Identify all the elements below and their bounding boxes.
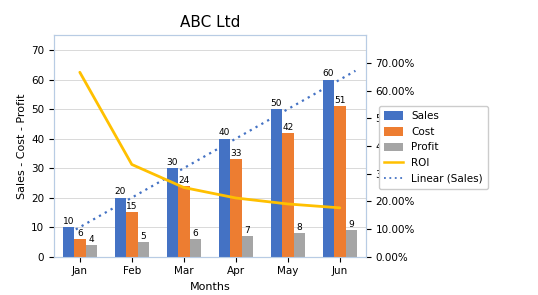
Title: ABC Ltd: ABC Ltd xyxy=(180,15,240,30)
Bar xyxy=(323,80,334,257)
Text: 42: 42 xyxy=(282,122,293,132)
Bar xyxy=(86,245,97,257)
Bar xyxy=(282,133,294,257)
X-axis label: Months: Months xyxy=(189,282,230,292)
Bar xyxy=(345,230,357,257)
Bar xyxy=(230,159,242,257)
Text: 7: 7 xyxy=(244,226,250,235)
Bar xyxy=(242,236,253,257)
Bar xyxy=(294,233,305,257)
Text: 20: 20 xyxy=(115,187,126,196)
Text: 30: 30 xyxy=(167,158,178,167)
Bar xyxy=(74,239,86,257)
Text: 50: 50 xyxy=(271,99,282,108)
Text: 10: 10 xyxy=(62,217,74,226)
Bar xyxy=(334,106,345,257)
Text: 4: 4 xyxy=(88,235,94,244)
Y-axis label: ROI: ROI xyxy=(419,136,429,156)
Bar xyxy=(271,109,282,257)
Bar xyxy=(126,212,138,257)
Text: 6: 6 xyxy=(193,229,198,238)
Bar xyxy=(189,239,201,257)
ROI xyxy=(285,202,291,206)
ROI xyxy=(232,196,239,200)
ROI xyxy=(181,186,187,189)
Line: ROI: ROI xyxy=(80,72,340,208)
Text: 40: 40 xyxy=(218,128,230,137)
Text: 8: 8 xyxy=(296,223,302,232)
Text: 15: 15 xyxy=(126,202,138,211)
ROI xyxy=(129,163,135,166)
Y-axis label: Sales - Cost - Profit: Sales - Cost - Profit xyxy=(17,93,27,199)
Bar xyxy=(218,139,230,257)
Bar xyxy=(178,186,189,257)
Bar xyxy=(62,227,74,257)
Text: 51: 51 xyxy=(334,96,345,105)
Bar xyxy=(115,198,126,257)
Text: 6: 6 xyxy=(77,229,83,238)
Text: 9: 9 xyxy=(349,220,354,229)
ROI xyxy=(76,71,83,74)
Text: 24: 24 xyxy=(178,176,189,185)
Bar xyxy=(167,168,178,257)
Text: 5: 5 xyxy=(140,232,146,241)
ROI xyxy=(337,206,343,210)
Text: 33: 33 xyxy=(230,149,242,158)
Legend: Sales, Cost, Profit, ROI, Linear (Sales): Sales, Cost, Profit, ROI, Linear (Sales) xyxy=(379,106,489,189)
Bar xyxy=(138,242,149,257)
Text: 60: 60 xyxy=(323,69,334,78)
